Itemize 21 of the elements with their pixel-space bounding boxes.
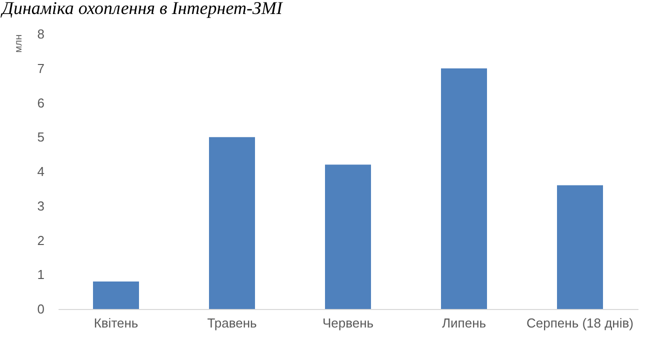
- y-tick-label: 5: [37, 130, 44, 145]
- x-tick-label: Липень: [442, 316, 486, 330]
- y-tick-label: 7: [37, 60, 44, 76]
- y-tick-label: 3: [37, 198, 44, 214]
- bar: [557, 185, 603, 309]
- x-tick-label: Серпень (18 днів): [526, 316, 634, 330]
- y-tick-label: 1: [37, 267, 44, 282]
- bar: [325, 164, 371, 309]
- y-tick-label: 8: [37, 26, 44, 42]
- x-tick-label: Травень: [207, 316, 258, 330]
- bar: [441, 68, 487, 309]
- y-tick-label: 2: [37, 232, 44, 248]
- y-tick-label: 4: [37, 164, 44, 179]
- bar: [209, 137, 255, 309]
- bar: [93, 282, 139, 309]
- chart-title: Динаміка охоплення в Інтернет-ЗМІ: [0, 0, 284, 18]
- y-tick-label: 6: [37, 95, 44, 110]
- x-tick-label: Червень: [322, 316, 374, 330]
- y-tick-label: 0: [37, 302, 44, 316]
- y-axis-title: млн: [13, 34, 24, 53]
- x-tick-label: Квітень: [94, 316, 138, 330]
